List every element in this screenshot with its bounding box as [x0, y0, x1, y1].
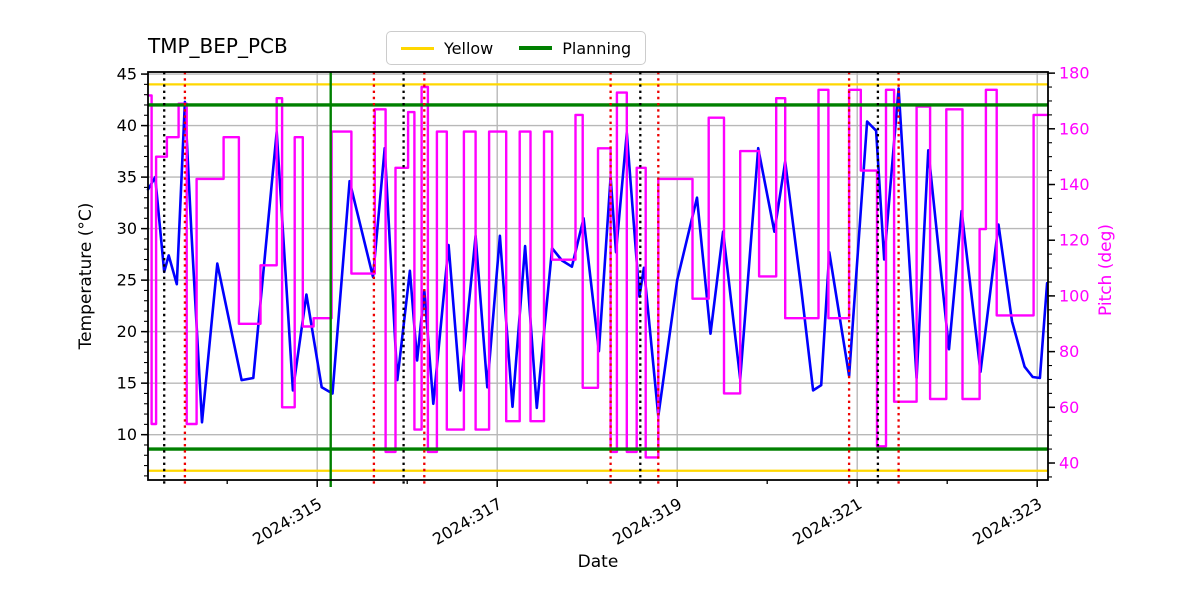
- chart-title: TMP_BEP_PCB: [148, 34, 288, 58]
- legend-label: Yellow: [444, 38, 494, 58]
- right-tick-label: 160: [1059, 119, 1090, 138]
- right-tick-label: 180: [1059, 64, 1090, 83]
- right-tick-label: 60: [1059, 398, 1079, 417]
- right-tick-label: 80: [1059, 342, 1079, 361]
- left-tick-label: 35: [117, 168, 137, 187]
- right-tick-label: 120: [1059, 231, 1090, 250]
- right-tick-label: 100: [1059, 286, 1090, 305]
- x-tick-label: 2024:323: [969, 494, 1045, 549]
- x-tick-label: 2024:317: [429, 494, 505, 549]
- right-axis-label: Pitch (deg): [1096, 223, 1116, 317]
- pitch-series: [146, 85, 1050, 459]
- legend-item-yellow: Yellow: [401, 39, 493, 58]
- right-tick-label: 40: [1059, 454, 1079, 473]
- legend-label: Planning: [562, 38, 632, 58]
- legend-line-swatch: [401, 46, 434, 50]
- left-tick-label: 30: [117, 219, 137, 238]
- left-tick-label: 25: [117, 271, 137, 290]
- left-tick-label: 45: [117, 65, 137, 84]
- legend: Yellow Planning: [386, 31, 647, 65]
- left-tick-label: 10: [117, 425, 137, 444]
- legend-line-swatch: [519, 46, 553, 50]
- right-tick-label: 140: [1059, 175, 1090, 194]
- left-axis-label: Temperature (°C): [76, 202, 96, 350]
- left-tick-label: 40: [117, 116, 137, 135]
- x-tick-label: 2024:319: [609, 494, 685, 549]
- x-tick-label: 2024:321: [789, 494, 865, 549]
- left-tick-label: 15: [117, 374, 137, 393]
- legend-item-planning: Planning: [519, 39, 631, 58]
- x-axis-label: Date: [577, 552, 619, 572]
- plot-frame: [147, 71, 1049, 481]
- x-tick-label: 2024:315: [249, 494, 325, 549]
- left-tick-label: 20: [117, 322, 137, 341]
